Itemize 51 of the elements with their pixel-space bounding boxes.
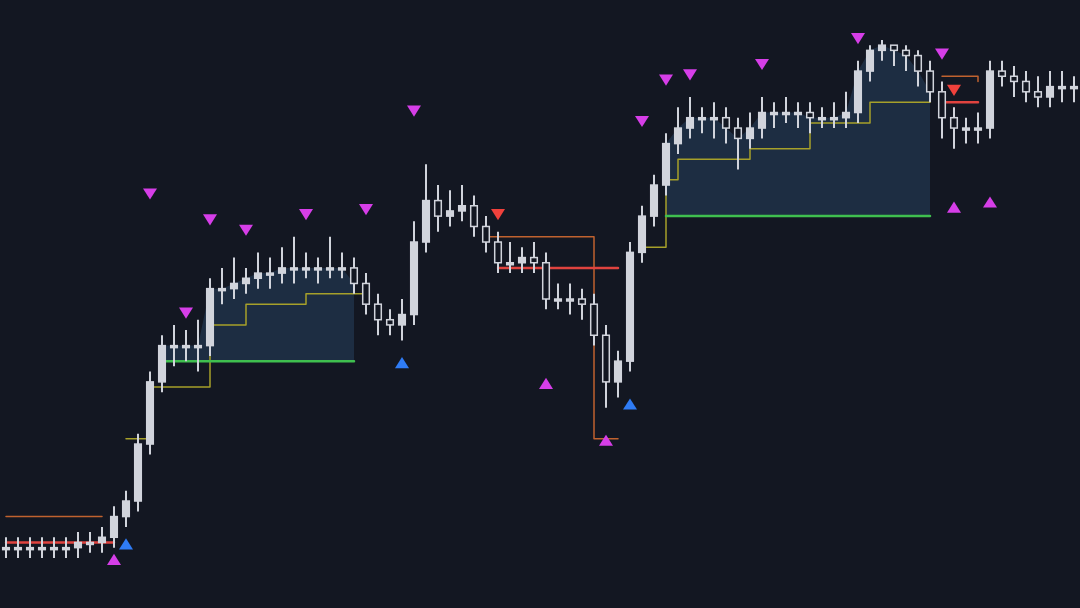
point xyxy=(659,74,673,86)
candlestick xyxy=(601,323,611,409)
candlestick xyxy=(745,111,755,150)
candlestick xyxy=(469,194,479,238)
candlestick xyxy=(397,298,407,342)
candlestick xyxy=(841,90,851,130)
candlestick xyxy=(73,531,83,559)
point xyxy=(635,115,649,128)
candlestick xyxy=(805,101,815,135)
point xyxy=(539,377,553,389)
point xyxy=(143,188,157,200)
candlestick xyxy=(949,106,959,150)
candlestick xyxy=(709,101,719,140)
candlestick xyxy=(517,246,527,275)
point xyxy=(395,356,409,369)
candlestick xyxy=(253,251,263,290)
point xyxy=(623,398,637,410)
candlestick xyxy=(361,272,371,316)
point xyxy=(299,209,313,221)
point xyxy=(683,69,697,81)
point xyxy=(935,48,949,60)
candlestick xyxy=(97,525,107,554)
candlestick xyxy=(409,220,419,326)
point xyxy=(407,105,421,117)
candlestick xyxy=(205,277,215,357)
point xyxy=(491,209,505,221)
candlestick xyxy=(1009,64,1019,98)
point xyxy=(599,434,613,446)
candlestick xyxy=(529,241,539,275)
candlestick xyxy=(673,106,683,155)
candlestick xyxy=(625,241,635,373)
candlestick xyxy=(109,505,119,549)
point xyxy=(239,224,253,236)
point xyxy=(359,203,373,216)
point xyxy=(851,33,865,45)
candlestick xyxy=(433,184,443,233)
candlestick xyxy=(937,80,947,140)
point xyxy=(203,214,217,226)
candlestick xyxy=(229,256,239,300)
point xyxy=(755,58,769,71)
candlestick xyxy=(913,49,923,88)
point xyxy=(107,553,121,565)
candlestick xyxy=(721,106,731,145)
candlestick xyxy=(901,44,911,73)
point xyxy=(947,84,961,96)
point xyxy=(179,307,193,319)
candlestick xyxy=(193,318,203,373)
candlestick xyxy=(241,266,251,295)
point xyxy=(119,538,133,550)
candlestick xyxy=(169,323,179,368)
point xyxy=(947,201,961,213)
